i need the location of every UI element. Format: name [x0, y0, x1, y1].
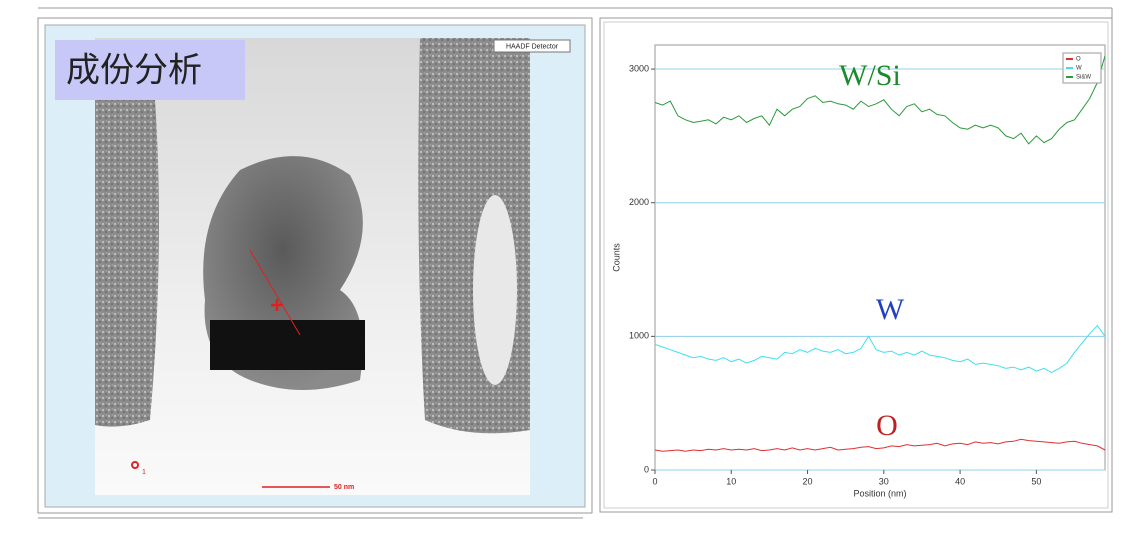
scale-bar-label: 50 nm	[334, 484, 354, 491]
x-tick-label: 0	[652, 476, 657, 486]
legend-label: Si&W	[1076, 75, 1091, 81]
screen: 1 50 nm 成份分析 HAADF Detector 010002000300…	[0, 0, 1135, 533]
x-tick-label: 40	[955, 476, 965, 486]
detector-label: HAADF Detector	[506, 43, 559, 50]
y-tick-label: 2000	[629, 197, 649, 207]
plot-area	[655, 45, 1105, 470]
tem-image: 1 50 nm 成份分析 HAADF Detector	[55, 38, 570, 495]
annotation: W	[876, 293, 905, 326]
marker-label: 1	[142, 469, 146, 476]
y-tick-label: 1000	[629, 331, 649, 341]
legend-label: O	[1076, 57, 1081, 63]
x-tick-label: 50	[1031, 476, 1041, 486]
image-label: 成份分析	[66, 51, 202, 91]
y-axis-label: Counts	[611, 243, 621, 272]
legend-label: W	[1076, 66, 1082, 72]
x-tick-label: 30	[879, 476, 889, 486]
line-chart: 0 1000 2000 3000 0 10 20 30 40 50 Position (nm) Cou…	[611, 45, 1105, 498]
annotation: W/Si	[839, 59, 901, 92]
y-tick-label: 3000	[629, 63, 649, 73]
x-tick-label: 20	[803, 476, 813, 486]
x-tick-label: 10	[726, 476, 736, 486]
y-tick-label: 0	[644, 464, 649, 474]
x-axis-label: Position (nm)	[853, 488, 906, 498]
annotation: O	[876, 409, 898, 442]
